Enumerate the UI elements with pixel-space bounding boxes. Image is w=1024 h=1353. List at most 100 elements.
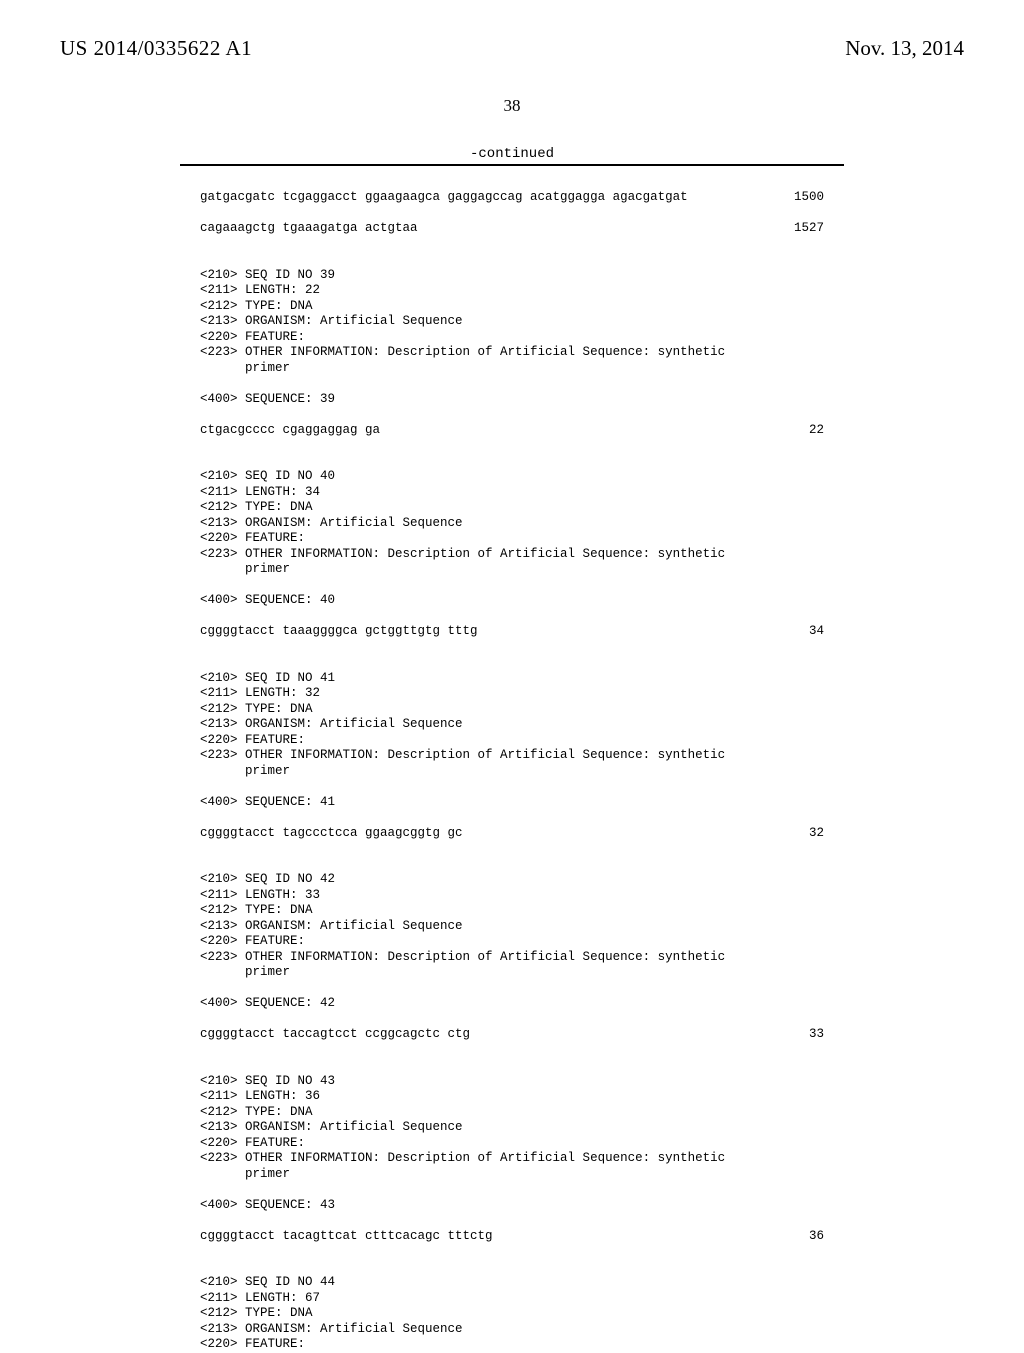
listing-row: gatgacgatc tcgaggacct ggaagaagca gaggagc…	[200, 190, 824, 206]
listing-text: <220> FEATURE:	[200, 330, 305, 346]
publication-date: Nov. 13, 2014	[845, 36, 964, 61]
listing-position: 1527	[774, 221, 824, 237]
listing-position: 32	[789, 826, 824, 842]
listing-text: <212> TYPE: DNA	[200, 1105, 313, 1121]
listing-row: <212> TYPE: DNA	[200, 500, 824, 516]
listing-text: <400> SEQUENCE: 42	[200, 996, 335, 1012]
listing-row: <212> TYPE: DNA	[200, 299, 824, 315]
listing-row: <400> SEQUENCE: 41	[200, 795, 824, 811]
listing-row: cggggtacct taaaggggca gctggttgtg tttg34	[200, 624, 824, 640]
listing-text: <210> SEQ ID NO 41	[200, 671, 335, 687]
listing-text: <223> OTHER INFORMATION: Description of …	[200, 345, 725, 361]
listing-row: primer	[200, 562, 824, 578]
blank-line	[200, 640, 824, 671]
listing-text: <212> TYPE: DNA	[200, 1306, 313, 1322]
listing-row: <213> ORGANISM: Artificial Sequence	[200, 314, 824, 330]
listing-text: <213> ORGANISM: Artificial Sequence	[200, 516, 463, 532]
listing-text: <212> TYPE: DNA	[200, 299, 313, 315]
listing-text: <211> LENGTH: 33	[200, 888, 320, 904]
listing-row: <211> LENGTH: 22	[200, 283, 824, 299]
listing-text: primer	[200, 562, 290, 578]
listing-row: <210> SEQ ID NO 39	[200, 268, 824, 284]
listing-text: cggggtacct taaaggggca gctggttgtg tttg	[200, 624, 478, 640]
listing-text: <210> SEQ ID NO 40	[200, 469, 335, 485]
listing-row: <220> FEATURE:	[200, 733, 824, 749]
listing-text: <210> SEQ ID NO 43	[200, 1074, 335, 1090]
listing-text: <210> SEQ ID NO 39	[200, 268, 335, 284]
listing-position: 36	[789, 1229, 824, 1245]
listing-text: <211> LENGTH: 67	[200, 1291, 320, 1307]
listing-text: cggggtacct taccagtcct ccggcagctc ctg	[200, 1027, 470, 1043]
listing-row: primer	[200, 764, 824, 780]
listing-text: <223> OTHER INFORMATION: Description of …	[200, 1151, 725, 1167]
listing-row: <400> SEQUENCE: 40	[200, 593, 824, 609]
listing-position: 22	[789, 423, 824, 439]
listing-row: <213> ORGANISM: Artificial Sequence	[200, 919, 824, 935]
listing-row: <223> OTHER INFORMATION: Description of …	[200, 950, 824, 966]
listing-text: gatgacgatc tcgaggacct ggaagaagca gaggagc…	[200, 190, 688, 206]
blank-line	[200, 438, 824, 469]
listing-row: <223> OTHER INFORMATION: Description of …	[200, 345, 824, 361]
listing-text: <213> ORGANISM: Artificial Sequence	[200, 314, 463, 330]
listing-row: <210> SEQ ID NO 43	[200, 1074, 824, 1090]
blank-line	[200, 1182, 824, 1198]
listing-row: ctgacgcccc cgaggaggag ga 22	[200, 423, 824, 439]
blank-line	[200, 1012, 824, 1028]
listing-row: <212> TYPE: DNA	[200, 1306, 824, 1322]
listing-row: cggggtacct taccagtcct ccggcagctc ctg 33	[200, 1027, 824, 1043]
listing-row: <210> SEQ ID NO 42	[200, 872, 824, 888]
blank-line	[200, 1043, 824, 1074]
listing-row: primer	[200, 1167, 824, 1183]
listing-text: ctgacgcccc cgaggaggag ga	[200, 423, 380, 439]
listing-text: primer	[200, 764, 290, 780]
blank-line	[200, 1244, 824, 1275]
continued-label: -continued	[0, 146, 1024, 162]
listing-row: <220> FEATURE:	[200, 330, 824, 346]
listing-row: <223> OTHER INFORMATION: Description of …	[200, 1151, 824, 1167]
listing-text: <220> FEATURE:	[200, 934, 305, 950]
listing-row: <212> TYPE: DNA	[200, 702, 824, 718]
listing-text: <211> LENGTH: 34	[200, 485, 320, 501]
listing-row: <213> ORGANISM: Artificial Sequence	[200, 1120, 824, 1136]
listing-row: <400> SEQUENCE: 43	[200, 1198, 824, 1214]
listing-text: primer	[200, 1167, 290, 1183]
listing-text: cagaaagctg tgaaagatga actgtaa	[200, 221, 418, 237]
listing-text: <212> TYPE: DNA	[200, 903, 313, 919]
listing-text: <213> ORGANISM: Artificial Sequence	[200, 717, 463, 733]
listing-text: cggggtacct tacagttcat ctttcacagc tttctg	[200, 1229, 493, 1245]
listing-text: <400> SEQUENCE: 43	[200, 1198, 335, 1214]
listing-row: <210> SEQ ID NO 41	[200, 671, 824, 687]
listing-row: <400> SEQUENCE: 42	[200, 996, 824, 1012]
listing-row: cggggtacct tacagttcat ctttcacagc tttctg 3…	[200, 1229, 824, 1245]
listing-text: primer	[200, 361, 290, 377]
listing-text: <400> SEQUENCE: 41	[200, 795, 335, 811]
listing-text: <223> OTHER INFORMATION: Description of …	[200, 950, 725, 966]
listing-position: 1500	[774, 190, 824, 206]
listing-text: <213> ORGANISM: Artificial Sequence	[200, 919, 463, 935]
blank-line	[200, 609, 824, 625]
listing-text: <213> ORGANISM: Artificial Sequence	[200, 1322, 463, 1338]
listing-position: 33	[789, 1027, 824, 1043]
listing-row: <220> FEATURE:	[200, 934, 824, 950]
listing-row: <211> LENGTH: 67	[200, 1291, 824, 1307]
blank-line	[200, 376, 824, 392]
listing-text: <211> LENGTH: 22	[200, 283, 320, 299]
listing-text: cggggtacct tagccctcca ggaagcggtg gc	[200, 826, 463, 842]
listing-row: <213> ORGANISM: Artificial Sequence	[200, 717, 824, 733]
listing-row: cggggtacct tagccctcca ggaagcggtg gc 32	[200, 826, 824, 842]
listing-text: primer	[200, 965, 290, 981]
blank-line	[200, 578, 824, 594]
listing-text: <220> FEATURE:	[200, 1136, 305, 1152]
blank-line	[200, 841, 824, 872]
listing-row: <211> LENGTH: 36	[200, 1089, 824, 1105]
listing-text: <210> SEQ ID NO 42	[200, 872, 335, 888]
listing-row: <400> SEQUENCE: 39	[200, 392, 824, 408]
page-number: 38	[0, 96, 1024, 116]
listing-row: <220> FEATURE:	[200, 531, 824, 547]
page-header: US 2014/0335622 A1 Nov. 13, 2014	[0, 36, 1024, 61]
listing-text: <212> TYPE: DNA	[200, 500, 313, 516]
listing-text: <223> OTHER INFORMATION: Description of …	[200, 748, 725, 764]
listing-row: <211> LENGTH: 32	[200, 686, 824, 702]
listing-row: <211> LENGTH: 34	[200, 485, 824, 501]
listing-row: <213> ORGANISM: Artificial Sequence	[200, 1322, 824, 1338]
